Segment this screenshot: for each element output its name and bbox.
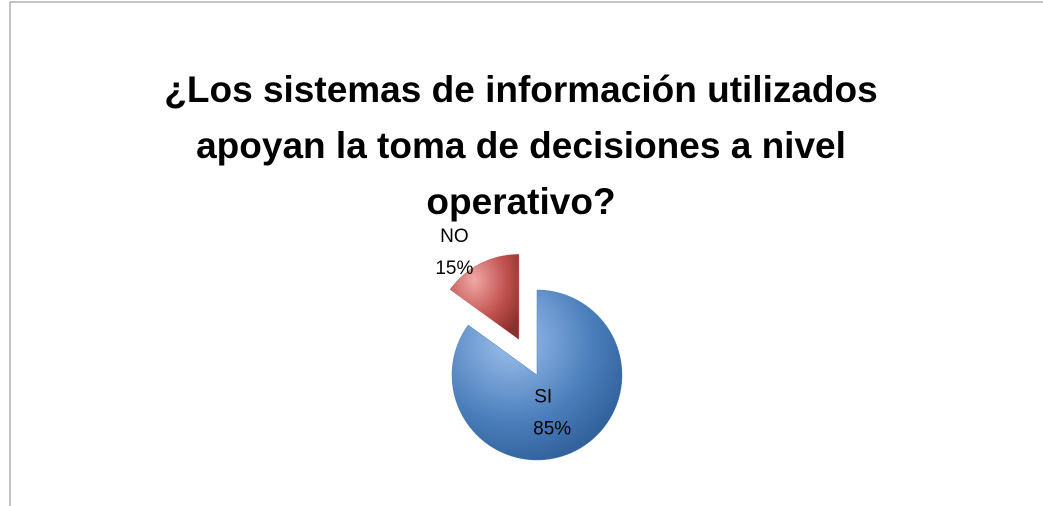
pie-slice — [451, 289, 623, 461]
pie-slice — [449, 254, 520, 340]
slice-value-label: 85% — [533, 418, 571, 439]
slice-value-label: 15% — [435, 258, 473, 279]
slice-category-label: NO — [440, 226, 469, 247]
slice-category-label: SI — [534, 386, 552, 407]
chart-title: ¿Los sistemas de información utilizados … — [164, 69, 878, 222]
